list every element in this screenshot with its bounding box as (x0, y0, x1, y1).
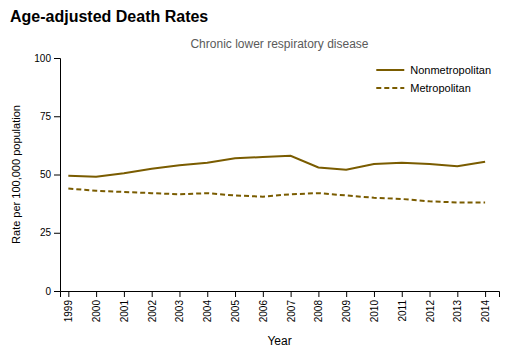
x-tick-mark (346, 291, 347, 297)
y-tick-label: 75 (40, 111, 52, 122)
y-tick-label: 100 (34, 53, 51, 64)
x-tick-mark (124, 291, 125, 297)
x-tick-label: 2003 (174, 300, 185, 323)
x-tick: 2014 (480, 291, 491, 322)
legend-swatch (376, 87, 404, 89)
x-tick-label: 2014 (480, 300, 491, 323)
x-tick-mark (68, 291, 69, 297)
chart: Age-adjusted Death Rates Chronic lower re… (0, 0, 517, 353)
y-tick: 100 (34, 53, 60, 64)
line (68, 156, 485, 177)
x-tick: 2013 (452, 291, 463, 322)
x-tick-label: 2001 (119, 300, 130, 323)
y-tick-mark (54, 233, 60, 234)
legend-item: Metropolitan (376, 82, 471, 94)
x-tick: 2008 (313, 291, 324, 322)
x-tick-label: 2012 (425, 300, 436, 323)
x-tick-label: 2002 (147, 300, 158, 323)
x-tick: 2012 (425, 291, 436, 322)
x-tick-label: 2006 (258, 300, 269, 323)
x-tick-mark (179, 291, 180, 297)
y-tick: 50 (40, 169, 60, 180)
legend-label: Metropolitan (410, 82, 471, 94)
x-tick-mark (402, 291, 403, 297)
x-tick-label: 2010 (369, 300, 380, 323)
x-tick-mark (485, 291, 486, 297)
x-tick-mark (430, 291, 431, 297)
x-tick: 1999 (63, 291, 74, 322)
x-tick-label: 2008 (313, 300, 324, 323)
subtitle: Chronic lower respiratory disease (190, 37, 368, 51)
x-tick: 2007 (286, 291, 297, 322)
x-tick-mark (96, 291, 97, 297)
x-tick-label: 2013 (452, 300, 463, 323)
y-tick: 75 (40, 111, 60, 122)
x-tick-mark (235, 291, 236, 297)
y-tick-label: 50 (40, 169, 52, 180)
y-tick-mark (54, 175, 60, 176)
x-axis: 1999 2000 2001 2002 2003 2004 2005 2006 2007 2008… (61, 291, 500, 322)
x-tick-mark (374, 291, 375, 297)
lines (68, 156, 485, 203)
x-tick: 2005 (230, 291, 241, 322)
y-tick-mark (54, 58, 60, 59)
y-tick-label: 25 (40, 227, 52, 238)
x-tick-mark (291, 291, 292, 297)
x-tick: 2000 (91, 291, 102, 322)
x-axis-title: Year (267, 334, 291, 348)
x-tick-label: 2004 (202, 300, 213, 323)
y-tick-mark (54, 291, 60, 292)
x-tick-label: 1999 (63, 300, 74, 323)
x-tick-label: 2007 (286, 300, 297, 323)
y-tick: 25 (40, 227, 60, 238)
x-tick: 2002 (147, 291, 158, 322)
plot: Chronic lower respiratory disease 1999 200… (10, 37, 500, 348)
y-tick-label: 0 (45, 286, 51, 297)
x-tick-mark (207, 291, 208, 297)
y-axis-line (54, 59, 61, 292)
legend-label: Nonmetropolitan (410, 64, 491, 76)
legend-swatch (376, 69, 404, 71)
x-tick-label: 2005 (230, 300, 241, 323)
x-tick: 2004 (202, 291, 213, 322)
title: Age-adjusted Death Rates (10, 8, 208, 25)
legend-item: Nonmetropolitan (376, 64, 491, 76)
y-tick: 0 (45, 286, 60, 297)
x-tick: 2001 (119, 291, 130, 322)
x-axis-line (61, 292, 500, 298)
x-tick: 2011 (397, 291, 408, 322)
y-axis: 0 25 50 75 100 (34, 53, 60, 297)
x-tick-mark (318, 291, 319, 297)
x-tick: 2003 (174, 291, 185, 322)
x-tick-label: 2011 (397, 300, 408, 322)
line (68, 188, 485, 202)
y-axis-title: Rate per 100,000 population (10, 105, 22, 244)
x-tick-label: 2000 (91, 300, 102, 323)
x-tick: 2009 (341, 291, 352, 322)
y-tick-mark (54, 116, 60, 117)
x-tick-label: 2009 (341, 300, 352, 323)
x-tick-mark (457, 291, 458, 297)
x-tick: 2006 (258, 291, 269, 322)
x-tick-mark (263, 291, 264, 297)
x-tick-mark (152, 291, 153, 297)
legend: Nonmetropolitan Metropolitan (376, 64, 491, 94)
x-tick: 2010 (369, 291, 380, 322)
